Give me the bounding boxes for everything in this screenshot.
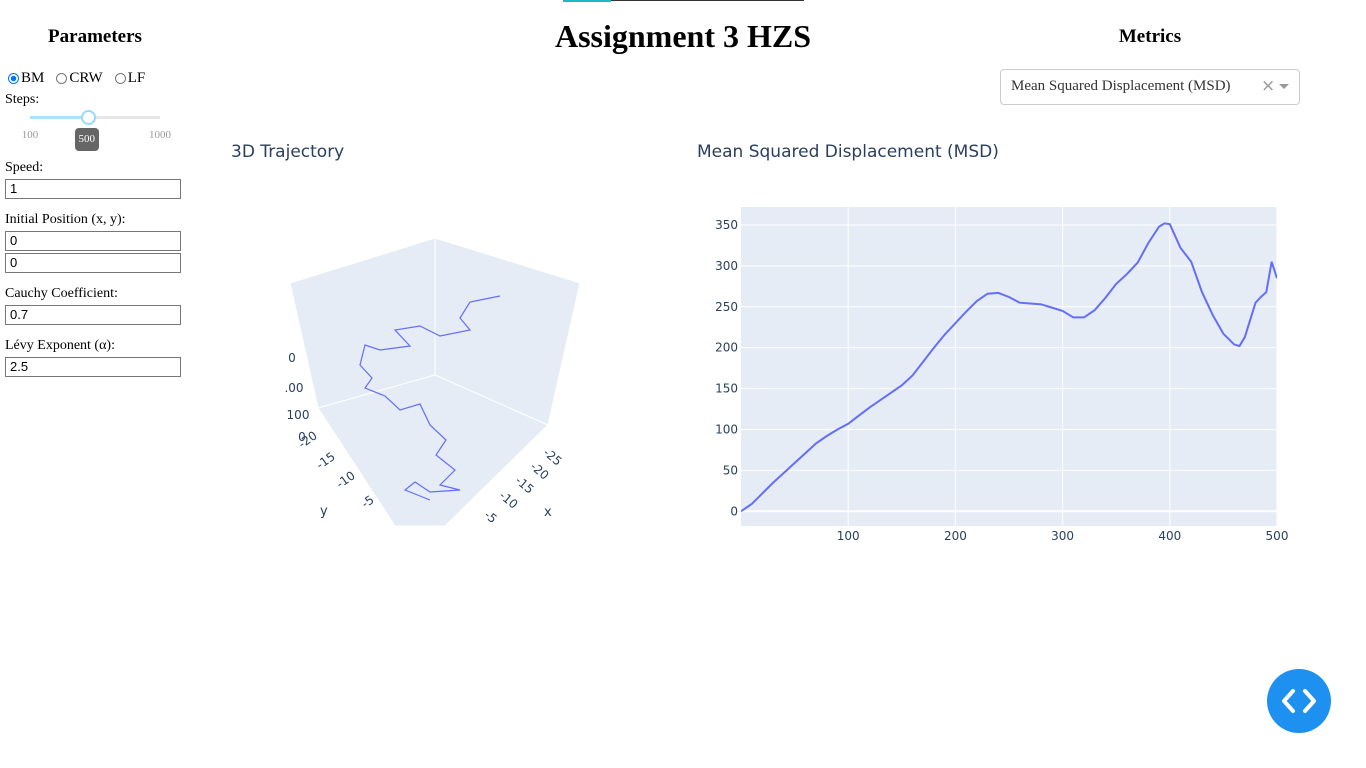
label: Cauchy Coefficient: xyxy=(5,286,118,301)
radio-dot xyxy=(8,73,19,84)
radio-label: LF xyxy=(127,70,146,86)
text-input[interactable]: 0 xyxy=(5,231,181,251)
x-tick-label: -10 xyxy=(497,488,521,511)
text-input[interactable]: 0 xyxy=(5,253,181,273)
clear-button[interactable]: × xyxy=(1261,76,1276,96)
radio-dot xyxy=(114,73,126,84)
slider-handle xyxy=(80,110,96,125)
y-tick-label: 350 xyxy=(715,218,738,232)
y-tick-label: 250 xyxy=(715,300,738,314)
text-input[interactable]: 2.5 xyxy=(5,357,181,377)
y-tick-label: 150 xyxy=(715,382,738,396)
trajectory-path xyxy=(359,295,501,501)
text-input[interactable]: 1 xyxy=(5,179,181,199)
text-input[interactable]: 0.7 xyxy=(5,305,181,325)
x-tick-label: -5 xyxy=(481,508,499,526)
y-tick-label: -15 xyxy=(314,449,338,472)
floor xyxy=(317,374,549,527)
x-tick-label: 400 xyxy=(1158,529,1181,543)
y-tick-label: -5 xyxy=(359,493,377,511)
chart-title: Mean Squared Displacement (MSD) xyxy=(697,142,999,162)
chart-title: 3D Trajectory xyxy=(231,142,344,162)
y-tick-label: 200 xyxy=(715,341,738,355)
dropdown-value: Mean Squared Displacement (MSD) xyxy=(1011,78,1231,94)
axis-label: y xyxy=(320,504,328,519)
dropdown[interactable]: Mean Squared Displacement (MSD) × xyxy=(1000,69,1300,105)
x-tick-label: -15 xyxy=(513,473,537,496)
x-tick-label: 100 xyxy=(837,529,860,543)
panel-title: Parameters xyxy=(48,26,142,47)
radio-label: CRW xyxy=(69,70,103,86)
y-tick-label: 300 xyxy=(715,259,738,273)
radio-option[interactable]: BM xyxy=(8,70,44,87)
radio-dot xyxy=(56,73,68,84)
label: Steps: xyxy=(5,92,40,107)
devtools-button[interactable] xyxy=(1267,669,1331,733)
y-tick-label: 50 xyxy=(723,463,738,477)
z-tick-label: 100 xyxy=(287,408,310,422)
line-series xyxy=(741,222,1277,513)
axis-label: x xyxy=(544,505,552,520)
tab-indicator xyxy=(563,0,611,2)
z-tick-label: 0 xyxy=(298,430,306,444)
label: Initial Position (x, y): xyxy=(5,212,126,227)
radio-label: BM xyxy=(21,70,45,86)
page-title: Assignment 3 HZS xyxy=(554,18,812,54)
slider-max: 1000 xyxy=(149,129,171,141)
slider-tooltip: 500 xyxy=(74,128,99,151)
y-tick-label: 0 xyxy=(730,504,738,518)
label: Speed: xyxy=(5,160,44,175)
slider-track xyxy=(30,116,88,119)
label: Lévy Exponent (α): xyxy=(5,338,115,353)
metrics-title: Metrics xyxy=(1118,26,1182,47)
code-icon xyxy=(1282,689,1316,713)
3d-scene xyxy=(289,237,581,527)
radio-option[interactable]: LF xyxy=(114,70,146,87)
radio-group: BM CRW LF xyxy=(8,70,157,89)
x-tick-label: 200 xyxy=(944,529,967,543)
x-tick-label: 300 xyxy=(1051,529,1074,543)
x-tick-label: -20 xyxy=(528,459,552,482)
tab-bar xyxy=(611,0,804,1)
y-tick-label: -10 xyxy=(334,468,358,491)
y-tick-label: 100 xyxy=(715,422,738,436)
slider[interactable]: 100 1000 500 xyxy=(0,108,190,158)
z-tick-label: .00 xyxy=(284,381,303,395)
radio-option[interactable]: CRW xyxy=(56,70,103,87)
z-tick-label: 0 xyxy=(288,351,296,365)
x-tick-label: 500 xyxy=(1266,529,1289,543)
slider-min: 100 xyxy=(21,129,39,141)
dropdown-arrow xyxy=(1279,84,1289,89)
plot-area xyxy=(741,207,1277,526)
